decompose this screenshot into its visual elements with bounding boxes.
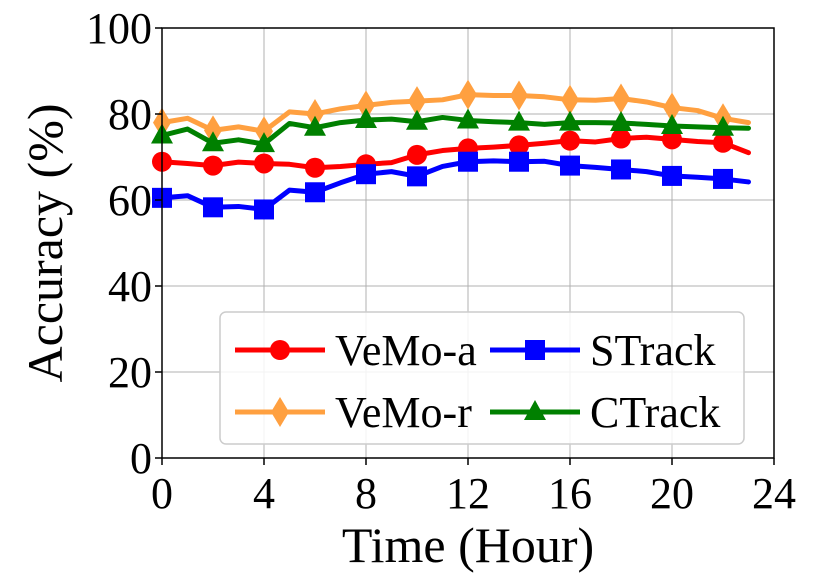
data-point-strack <box>713 168 733 189</box>
series-strack <box>152 151 751 220</box>
data-point-vemo-a <box>662 129 682 150</box>
legend-marker-strack <box>525 340 545 360</box>
data-point-vemo-a <box>203 155 223 176</box>
series-ctrack <box>151 108 751 153</box>
data-point-vemo-r <box>459 79 477 110</box>
data-point-vemo-a <box>407 144 427 165</box>
data-point-ctrack <box>712 115 734 136</box>
data-point-vemo-r <box>306 99 324 129</box>
y-tick-label: 100 <box>86 4 152 53</box>
data-point-ctrack <box>610 111 632 132</box>
data-point-vemo-a <box>560 130 580 151</box>
series-group <box>151 79 751 220</box>
legend-label-strack: STrack <box>590 326 716 375</box>
legend-entry-vemo-a: VeMo-a <box>235 326 477 375</box>
data-point-ctrack <box>304 115 326 136</box>
legend-marker-vemo-a <box>270 340 290 360</box>
series-vemo-r <box>153 79 751 147</box>
legend: VeMo-a STrack VeMo-r CTrack <box>219 311 745 445</box>
series-line-strack <box>159 158 751 212</box>
x-tick-label: 20 <box>650 469 694 518</box>
data-point-strack <box>458 151 478 172</box>
data-point-ctrack <box>406 109 428 130</box>
legend-label-vemo-r: VeMo-r <box>335 388 472 437</box>
data-point-vemo-r <box>204 115 222 146</box>
data-point-strack <box>662 165 682 186</box>
x-tick-label: 12 <box>446 469 490 518</box>
data-point-vemo-a <box>611 128 631 149</box>
x-tick-label: 16 <box>548 469 592 518</box>
legend-label-ctrack: CTrack <box>590 388 720 437</box>
data-point-strack <box>203 197 223 218</box>
data-point-ctrack <box>508 110 530 131</box>
data-point-ctrack <box>559 110 581 131</box>
legend-entry-vemo-r: VeMo-r <box>235 388 472 437</box>
data-point-strack <box>356 164 376 185</box>
y-tick-label: 0 <box>130 434 152 483</box>
data-point-vemo-a <box>305 157 325 178</box>
y-tick-label: 20 <box>108 348 152 397</box>
data-point-ctrack <box>355 108 377 129</box>
data-point-ctrack <box>661 114 683 135</box>
x-tick-label: 4 <box>253 469 275 518</box>
x-axis-title: Time (Hour) <box>342 517 594 573</box>
data-point-vemo-r <box>561 84 579 115</box>
x-tick-label: 0 <box>151 469 173 518</box>
y-axis-title: Accuracy (%) <box>17 104 73 383</box>
legend-label-vemo-a: VeMo-a <box>335 326 477 375</box>
data-point-vemo-a <box>713 132 733 153</box>
y-tick-label: 80 <box>108 90 152 139</box>
data-point-vemo-a <box>254 153 274 174</box>
data-point-strack <box>254 199 274 220</box>
legend-entry-strack: STrack <box>490 326 716 375</box>
axis-ticks: 0 4 8 12 16 20 24 0 20 40 60 80 100 <box>86 4 796 518</box>
legend-marker-ctrack <box>524 400 546 420</box>
data-point-ctrack <box>253 132 275 153</box>
y-tick-label: 40 <box>108 262 152 311</box>
legend-marker-vemo-r <box>271 397 289 427</box>
data-point-vemo-r <box>510 80 528 111</box>
data-point-strack <box>407 166 427 187</box>
data-point-strack <box>305 182 325 203</box>
x-tick-label: 8 <box>355 469 377 518</box>
legend-frame <box>219 311 745 445</box>
data-point-strack <box>611 159 631 180</box>
legend-entry-ctrack: CTrack <box>490 388 720 437</box>
data-point-vemo-r <box>408 86 426 117</box>
data-point-vemo-r <box>663 92 681 123</box>
data-point-strack <box>560 155 580 176</box>
data-point-ctrack <box>202 131 224 152</box>
data-point-vemo-r <box>357 90 375 121</box>
data-point-ctrack <box>457 108 479 129</box>
series-vemo-a <box>152 128 751 178</box>
data-point-vemo-r <box>612 83 630 114</box>
x-tick-label: 24 <box>752 469 796 518</box>
y-tick-label: 60 <box>108 176 152 225</box>
data-point-vemo-a <box>509 135 529 156</box>
data-point-strack <box>509 151 529 172</box>
